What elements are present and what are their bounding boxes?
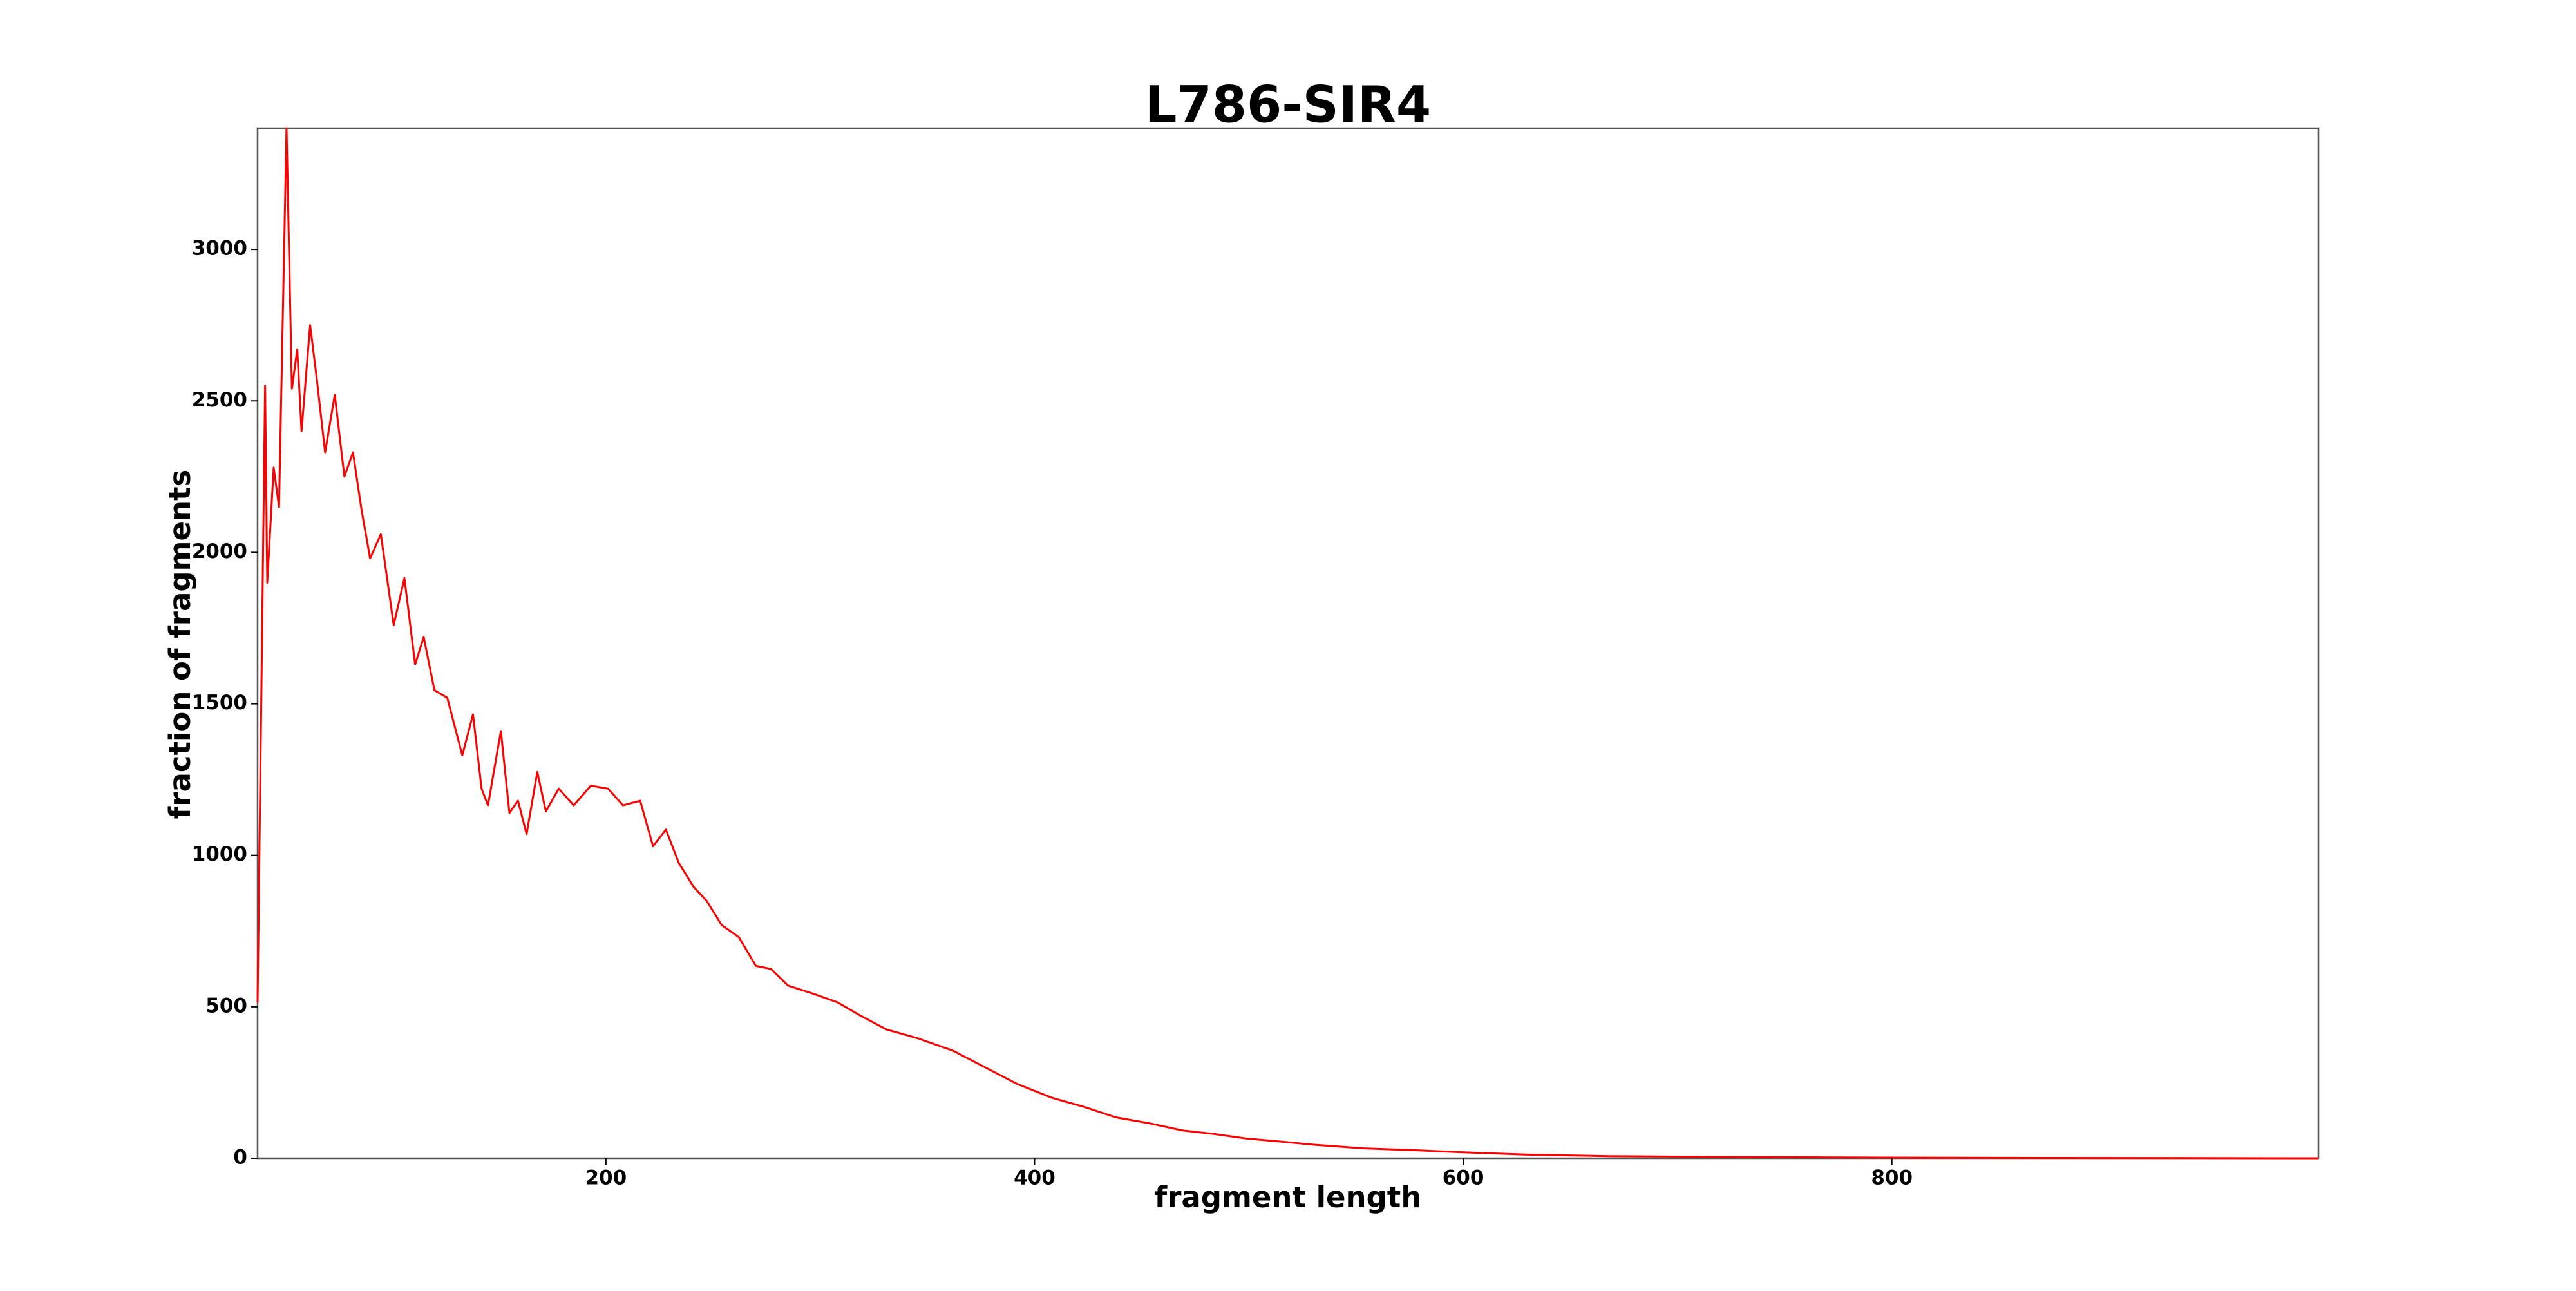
plot-frame: [256, 127, 2320, 1160]
y-tick-label: 1500: [192, 691, 247, 714]
chart-title: L786-SIR4: [1145, 76, 1431, 134]
y-axis-label: fraction of fragments: [163, 470, 197, 819]
x-tick-label: 400: [1014, 1167, 1056, 1190]
y-tick-label: 500: [205, 994, 247, 1017]
y-tick-label: 2000: [192, 540, 247, 563]
data-line: [256, 127, 2319, 1160]
y-tick-label: 2500: [192, 388, 247, 412]
y-tick-label: 3000: [192, 237, 247, 260]
x-tick-label: 600: [1443, 1167, 1484, 1190]
x-tick-label: 800: [1871, 1167, 1913, 1190]
y-tick-label: 0: [233, 1146, 247, 1169]
y-tick-label: 1000: [192, 843, 247, 866]
x-axis-label: fragment length: [1155, 1180, 1422, 1214]
x-tick-label: 200: [585, 1167, 627, 1190]
